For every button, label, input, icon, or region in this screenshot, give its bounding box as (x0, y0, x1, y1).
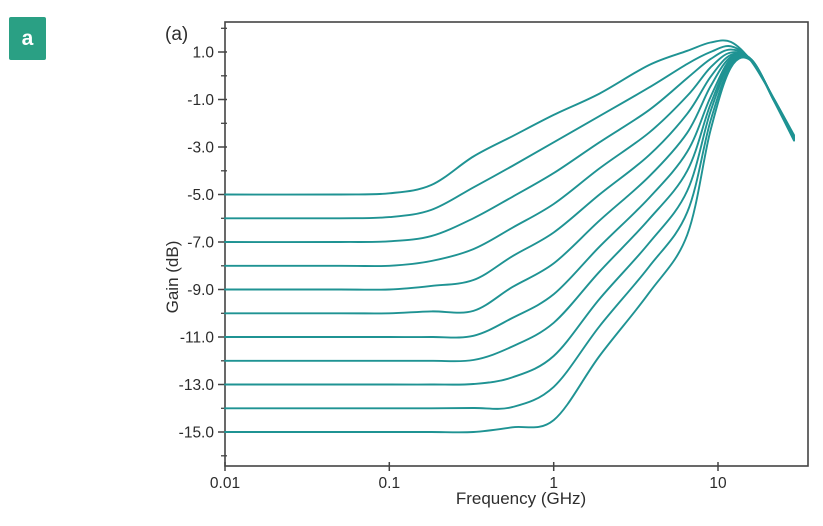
y-tick-label: -11.0 (180, 330, 215, 347)
y-tick-label: -13.0 (179, 377, 215, 394)
y-axis-ticks: 1.0 -1.0 -3.0 -5.0 -7.0 -9.0 -11.0 -13.0 -15.0 (179, 27, 227, 457)
plot-frame (224, 21, 809, 467)
x-axis-title: Frequency (GHz) (455, 489, 587, 508)
panel-badge: a (9, 17, 46, 60)
x-tick-label: 0.1 (379, 475, 401, 492)
y-tick-label: -15.0 (179, 425, 215, 442)
gain-curve (224, 45, 795, 220)
gain-curve (224, 53, 795, 339)
y-tick-label: 1.0 (192, 45, 214, 62)
panel-letter-label: (a) (165, 24, 189, 45)
gain-curve (224, 56, 795, 434)
x-tick-label: 1 (549, 475, 558, 492)
x-tick-label: 0.01 (210, 475, 240, 492)
x-axis-ticks: 0.01 0.1 1 10 (210, 462, 727, 492)
y-tick-label: -3.0 (187, 140, 214, 157)
y-tick-label: -5.0 (187, 187, 214, 204)
gain-curves (224, 39, 795, 434)
y-tick-label: -7.0 (187, 235, 214, 252)
gain-curve (224, 54, 795, 386)
y-tick-label: -1.0 (187, 92, 214, 109)
y-axis-title: Gain (dB) (163, 240, 182, 314)
y-tick-label: -9.0 (187, 282, 214, 299)
gain-curve (224, 51, 795, 268)
x-tick-label: 10 (709, 475, 727, 492)
gain-curve (224, 52, 795, 315)
